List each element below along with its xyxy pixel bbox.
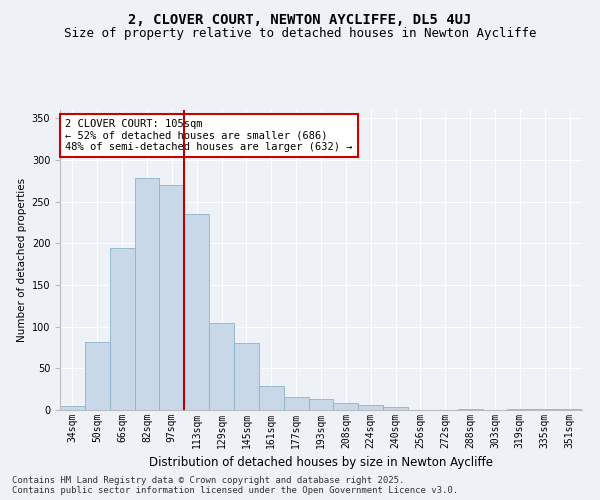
- Bar: [557, 409, 582, 410]
- Bar: [383, 406, 408, 410]
- Bar: [85, 342, 110, 410]
- Bar: [532, 409, 557, 410]
- Bar: [160, 185, 184, 410]
- Bar: [209, 324, 234, 410]
- Text: 2, CLOVER COURT, NEWTON AYCLIFFE, DL5 4UJ: 2, CLOVER COURT, NEWTON AYCLIFFE, DL5 4U…: [128, 12, 472, 26]
- X-axis label: Distribution of detached houses by size in Newton Aycliffe: Distribution of detached houses by size …: [149, 456, 493, 469]
- Bar: [358, 405, 383, 410]
- Bar: [284, 396, 308, 410]
- Bar: [334, 404, 358, 410]
- Bar: [184, 214, 209, 410]
- Bar: [308, 399, 334, 410]
- Bar: [458, 409, 482, 410]
- Bar: [60, 406, 85, 410]
- Y-axis label: Number of detached properties: Number of detached properties: [17, 178, 28, 342]
- Bar: [134, 178, 160, 410]
- Bar: [508, 409, 532, 410]
- Text: Size of property relative to detached houses in Newton Aycliffe: Size of property relative to detached ho…: [64, 28, 536, 40]
- Bar: [110, 248, 134, 410]
- Text: 2 CLOVER COURT: 105sqm
← 52% of detached houses are smaller (686)
48% of semi-de: 2 CLOVER COURT: 105sqm ← 52% of detached…: [65, 119, 353, 152]
- Bar: [259, 386, 284, 410]
- Bar: [234, 342, 259, 410]
- Text: Contains HM Land Registry data © Crown copyright and database right 2025.
Contai: Contains HM Land Registry data © Crown c…: [12, 476, 458, 495]
